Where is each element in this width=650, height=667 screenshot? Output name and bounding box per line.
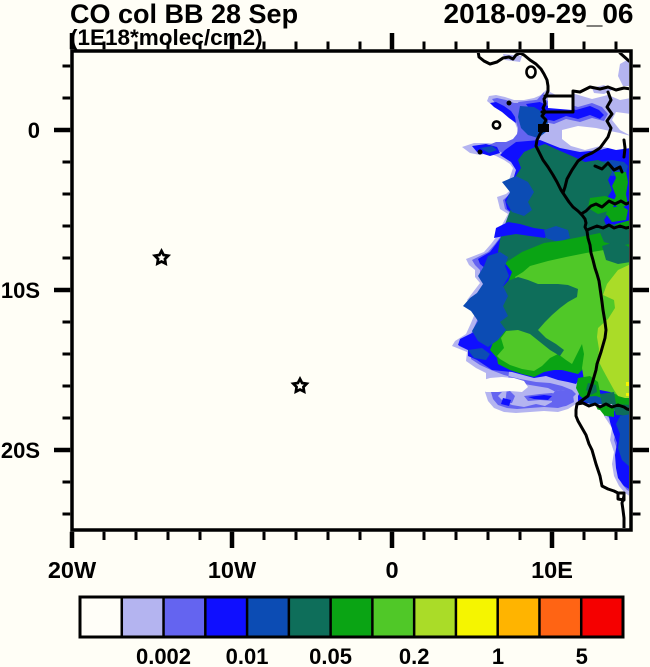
svg-text:10E: 10E	[531, 557, 573, 583]
svg-text:20S: 20S	[1, 438, 40, 463]
svg-text:0.2: 0.2	[399, 644, 430, 667]
svg-text:(1E18*molec/cm2): (1E18*molec/cm2)	[70, 25, 263, 50]
svg-text:10W: 10W	[208, 557, 257, 583]
svg-text:5: 5	[576, 644, 588, 667]
svg-text:0.05: 0.05	[309, 644, 352, 667]
svg-text:0.002: 0.002	[136, 644, 191, 667]
svg-text:CO col BB 28 Sep: CO col BB 28 Sep	[70, 0, 298, 29]
svg-text:10S: 10S	[1, 278, 40, 303]
svg-text:2018-09-29_06: 2018-09-29_06	[444, 0, 634, 29]
svg-text:0.01: 0.01	[226, 644, 269, 667]
svg-text:20W: 20W	[48, 557, 97, 583]
svg-text:0: 0	[28, 118, 40, 143]
svg-text:0: 0	[385, 557, 398, 583]
svg-text:1: 1	[492, 644, 504, 667]
